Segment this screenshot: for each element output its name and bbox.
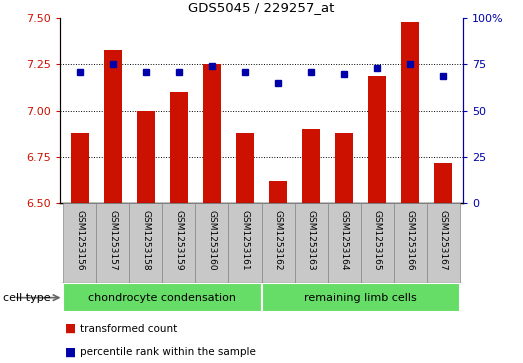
Text: percentile rank within the sample: percentile rank within the sample: [80, 347, 256, 357]
Text: GSM1253156: GSM1253156: [75, 210, 84, 270]
Text: cell type: cell type: [3, 293, 50, 303]
Bar: [63, 203, 96, 283]
Text: GSM1253162: GSM1253162: [274, 210, 282, 270]
Bar: [269, 181, 287, 203]
Bar: [401, 22, 419, 203]
Bar: [335, 133, 353, 203]
Bar: [427, 203, 460, 283]
Bar: [360, 203, 393, 283]
Bar: [262, 203, 294, 283]
Bar: [63, 283, 262, 312]
Bar: [104, 50, 122, 203]
Bar: [393, 203, 427, 283]
Bar: [229, 203, 262, 283]
Bar: [327, 203, 360, 283]
Bar: [96, 203, 130, 283]
Text: GSM1253163: GSM1253163: [306, 210, 315, 270]
Bar: [262, 283, 460, 312]
Bar: [302, 129, 320, 203]
Text: transformed count: transformed count: [80, 323, 177, 334]
Text: GSM1253158: GSM1253158: [141, 210, 151, 270]
Text: chondrocyte condensation: chondrocyte condensation: [88, 293, 236, 303]
Text: GSM1253166: GSM1253166: [405, 210, 415, 270]
Text: GSM1253164: GSM1253164: [339, 210, 348, 270]
Bar: [368, 76, 386, 203]
Bar: [203, 65, 221, 203]
Text: GSM1253159: GSM1253159: [175, 210, 184, 270]
Bar: [170, 92, 188, 203]
Title: GDS5045 / 229257_at: GDS5045 / 229257_at: [188, 1, 335, 14]
Text: GSM1253157: GSM1253157: [108, 210, 118, 270]
Bar: [163, 203, 196, 283]
Text: GSM1253160: GSM1253160: [208, 210, 217, 270]
Text: ■: ■: [65, 322, 76, 335]
Bar: [434, 163, 452, 203]
Bar: [196, 203, 229, 283]
Bar: [137, 111, 155, 203]
Bar: [294, 203, 327, 283]
Bar: [71, 133, 89, 203]
Text: GSM1253167: GSM1253167: [439, 210, 448, 270]
Text: ■: ■: [65, 346, 76, 359]
Text: GSM1253161: GSM1253161: [241, 210, 249, 270]
Text: remaining limb cells: remaining limb cells: [304, 293, 417, 303]
Bar: [130, 203, 163, 283]
Bar: [236, 133, 254, 203]
Text: GSM1253165: GSM1253165: [372, 210, 382, 270]
